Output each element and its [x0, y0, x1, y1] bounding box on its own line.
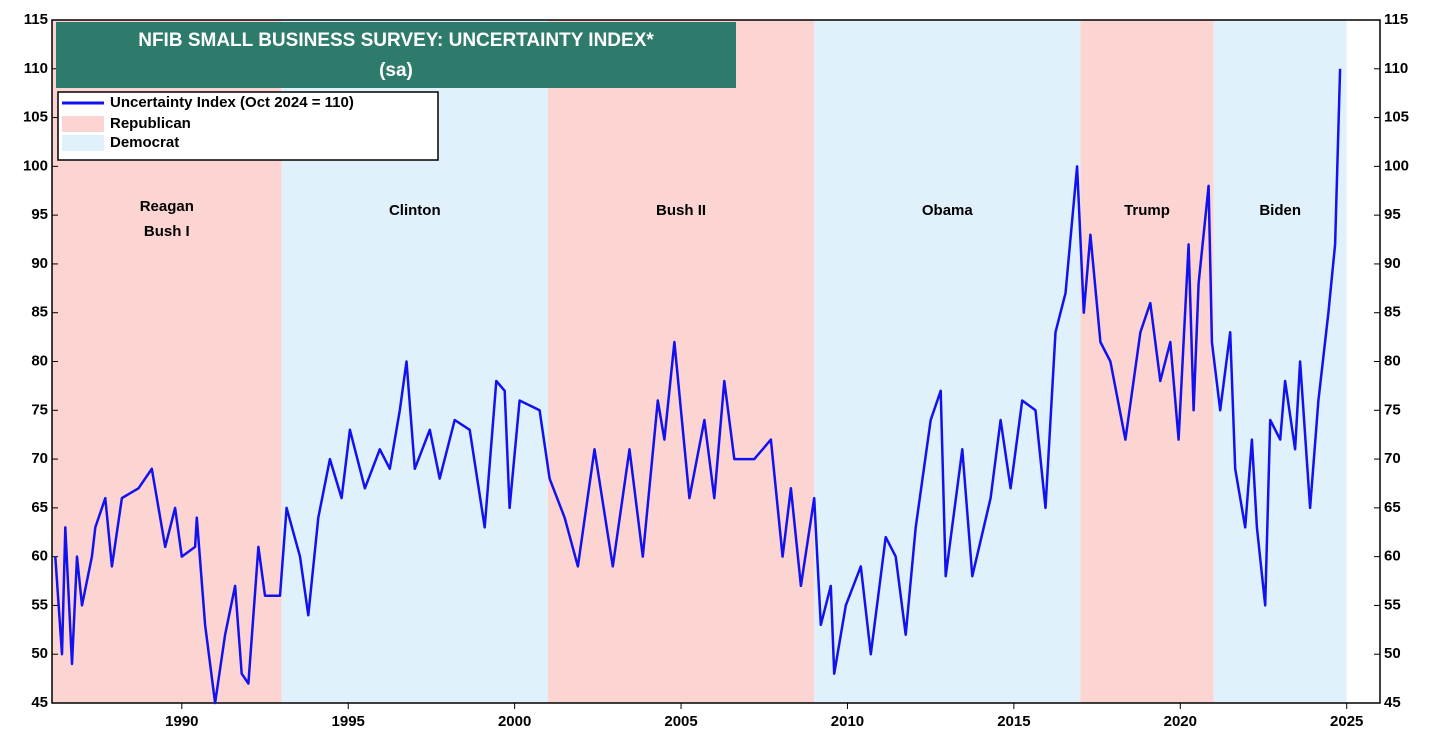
y2-tick-label: 80	[1384, 352, 1401, 369]
x-tick-label: 2015	[997, 713, 1030, 730]
y-tick-label: 60	[31, 548, 48, 565]
x-tick-label: 2025	[1330, 713, 1363, 730]
y2-tick-label: 90	[1384, 255, 1401, 272]
period-label: Bush II	[656, 202, 706, 219]
y2-tick-label: 95	[1384, 206, 1401, 223]
period-band	[1080, 20, 1214, 703]
x-tick-label: 1990	[165, 713, 198, 730]
chart-title: NFIB SMALL BUSINESS SURVEY: UNCERTAINTY …	[138, 30, 654, 51]
x-tick-label: 2005	[664, 713, 697, 730]
y-tick-label: 55	[31, 596, 48, 613]
period-band	[814, 20, 1081, 703]
y2-tick-label: 50	[1384, 645, 1401, 662]
y2-tick-label: 60	[1384, 548, 1401, 565]
period-label: Obama	[922, 202, 974, 219]
y2-tick-label: 65	[1384, 499, 1401, 516]
legend-swatch	[62, 116, 104, 132]
x-tick-label: 2020	[1164, 713, 1197, 730]
y-tick-label: 80	[31, 352, 48, 369]
legend: Uncertainty Index (Oct 2024 = 110) Republ…	[62, 94, 354, 151]
y2-tick-label: 75	[1384, 401, 1401, 418]
y-tick-label: 95	[31, 206, 48, 223]
y-tick-label: 50	[31, 645, 48, 662]
y2-tick-label: 115	[1384, 11, 1408, 28]
y-tick-label: 105	[23, 109, 48, 126]
y-tick-label: 100	[23, 157, 48, 174]
y2-tick-label: 85	[1384, 304, 1401, 321]
y2-tick-label: 70	[1384, 450, 1401, 467]
series-line	[54, 68, 1342, 705]
y2-tick-label: 55	[1384, 596, 1401, 613]
y-tick-label: 90	[31, 255, 48, 272]
x-tick-label: 2000	[498, 713, 531, 730]
x-tick-label: 2010	[831, 713, 864, 730]
y-tick-label: 110	[24, 60, 48, 77]
y-tick-label: 45	[31, 694, 48, 711]
title-banner	[56, 22, 736, 88]
y-tick-label: 85	[31, 304, 48, 321]
y2-tick-label: 105	[1384, 109, 1409, 126]
chart-subtitle: (sa)	[379, 60, 413, 81]
period-label: Biden	[1259, 202, 1301, 219]
x-tick-label: 1995	[332, 713, 365, 730]
period-band	[1213, 20, 1347, 703]
y2-tick-label: 110	[1384, 60, 1408, 77]
legend-label: Democrat	[110, 134, 179, 151]
y-tick-label: 65	[31, 499, 48, 516]
period-label: Bush I	[144, 223, 190, 240]
legend-label: Uncertainty Index (Oct 2024 = 110)	[110, 94, 354, 111]
legend-label: Republican	[110, 115, 191, 132]
legend-box	[57, 91, 439, 161]
period-label: Trump	[1124, 202, 1170, 219]
y2-tick-label: 100	[1384, 157, 1409, 174]
y2-tick-label: 45	[1384, 694, 1401, 711]
y-tick-label: 70	[31, 450, 48, 467]
period-band	[547, 20, 815, 703]
period-label: Clinton	[389, 202, 441, 219]
legend-swatch	[62, 135, 104, 151]
period-label: Reagan	[140, 198, 194, 215]
y-tick-label: 115	[24, 11, 48, 28]
y-tick-label: 75	[31, 401, 48, 418]
axes: 45 50 55 60 65 70 75 80 85 90 95 100 105 110 115 45 50 55…	[23, 11, 1409, 730]
